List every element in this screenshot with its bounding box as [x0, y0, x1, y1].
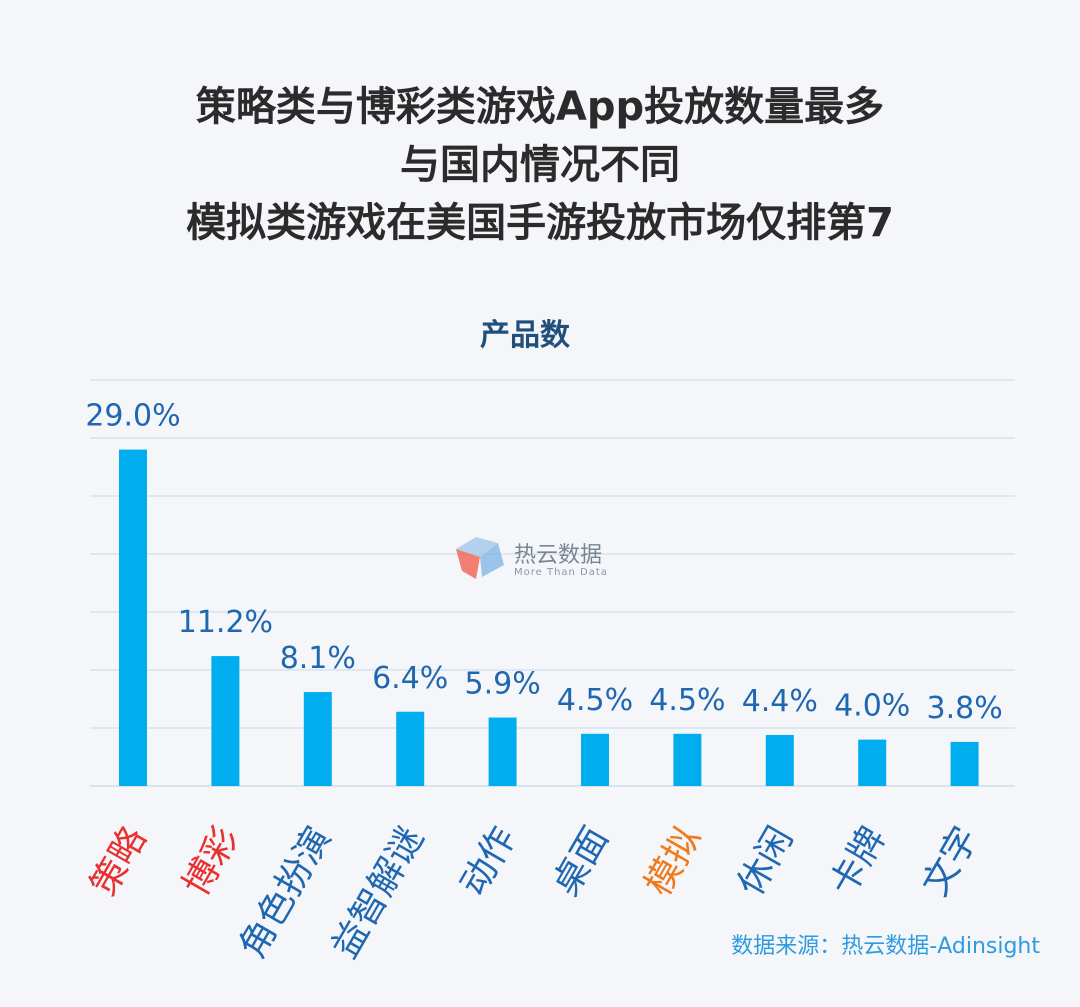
value-labels: 29.0% 11.2%8.1% 6.4% 5.9% 4.5% 4.5% 4.4% 4.0% 3.… [85, 399, 1002, 726]
bar-3 [303, 692, 332, 786]
watermark: 热云数据 More Than Data [452, 527, 632, 587]
watermark-name: 热云数据 [514, 543, 603, 568]
category-label-7: 模拟 [638, 820, 710, 903]
value-label-3: 8.1% [280, 641, 356, 676]
value-label-9: 4.0% [834, 689, 910, 724]
bar-6 [581, 733, 609, 786]
value-label-10: 3.8% [926, 691, 1002, 726]
headline: 策略类与博彩类游戏App投放数量最多 与国内情况不同 模拟类游戏在美国手游投放市… [0, 78, 1080, 252]
category-label-5: 动作 [453, 820, 525, 903]
value-label-8: 4.4% [742, 684, 818, 719]
bar-5 [488, 717, 517, 786]
category-label-8: 休闲 [730, 820, 802, 903]
headline-line-2: 与国内情况不同 [400, 142, 680, 188]
category-label-9: 卡牌 [822, 820, 894, 903]
value-label-6: 4.5% [557, 683, 633, 718]
chart-title: 产品数 [480, 318, 570, 353]
bar-2 [211, 656, 240, 786]
bar-1 [119, 449, 147, 786]
category-label-3: 角色扮演 [232, 820, 340, 965]
value-label-2: 11.2% [178, 605, 273, 640]
value-label-5: 5.9% [464, 667, 540, 702]
category-label-10: 文字 [915, 820, 987, 903]
category-label-2: 博彩 [176, 820, 248, 903]
bars [119, 449, 979, 786]
category-label-1: 策略 [83, 820, 155, 903]
category-label-6: 桌面 [545, 820, 617, 903]
category-label-4: 益智解谜 [324, 820, 432, 965]
bar-8 [765, 734, 794, 786]
bar-10 [950, 741, 979, 786]
cube-logo-icon [456, 537, 504, 579]
value-label-1: 29.0% [85, 399, 180, 434]
headline-line-1: 策略类与博彩类游戏App投放数量最多 [195, 84, 885, 130]
bar-7 [673, 733, 702, 786]
headline-line-3: 模拟类游戏在美国手游投放市场仅排第7 [186, 200, 894, 246]
value-label-4: 6.4% [372, 661, 448, 696]
bar-4 [396, 711, 425, 786]
source-note: 数据来源：热云数据-Adinsight [731, 934, 1040, 959]
value-label-7: 4.5% [649, 683, 725, 718]
bar-9 [858, 739, 887, 786]
watermark-tagline: More Than Data [514, 567, 608, 578]
